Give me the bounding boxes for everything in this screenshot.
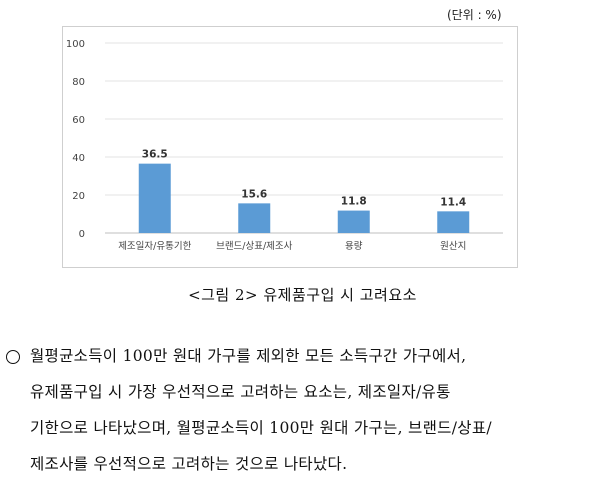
x-tick-label: 원산지: [440, 241, 466, 252]
x-tick-label: 용량: [345, 240, 363, 252]
data-label: 36.5: [142, 149, 168, 161]
chart-container: 0 20 40 60 80 100 36.5 제조일자/유통기한 15.6 브랜드/상표/제조사 1…: [62, 26, 518, 268]
figure-caption: <그림 2> 유제품구입 시 고려요소: [188, 286, 417, 304]
y-tick-label: 0: [79, 229, 85, 240]
unit-label: (단위 : %): [447, 8, 502, 22]
y-tick-label: 60: [72, 115, 85, 126]
y-tick-label: 80: [72, 77, 85, 88]
data-label: 11.8: [341, 196, 367, 208]
y-tick-label: 40: [72, 153, 85, 164]
y-tick-label: 20: [72, 191, 85, 202]
bullet-circle-icon: [6, 350, 20, 364]
bar: [238, 203, 271, 233]
paragraph-line-3: 기한으로 나타났으며, 월평균소득이 100만 원대 가구는, 브랜드/상표/: [30, 419, 492, 437]
data-label: 11.4: [440, 196, 466, 208]
bar: [337, 210, 370, 233]
bar: [437, 211, 470, 233]
x-tick-label: 브랜드/상표/제조사: [216, 241, 293, 252]
paragraph-line-2: 유제품구입 시 가장 우선적으로 고려하는 요소는, 제조일자/유통: [30, 383, 451, 401]
x-tick-label: 제조일자/유통기한: [118, 241, 191, 252]
data-label: 15.6: [241, 188, 267, 200]
paragraph-line-1: 월평균소득이 100만 원대 가구를 제외한 모든 소득구간 가구에서,: [30, 347, 467, 365]
bar: [138, 163, 171, 233]
y-tick-label: 100: [66, 39, 85, 50]
bar-chart: 0 20 40 60 80 100 36.5 제조일자/유통기한 15.6 브랜드/상표/제조사 1…: [66, 39, 503, 252]
paragraph-line-4: 제조사를 우선적으로 고려하는 것으로 나타났다.: [30, 455, 348, 473]
